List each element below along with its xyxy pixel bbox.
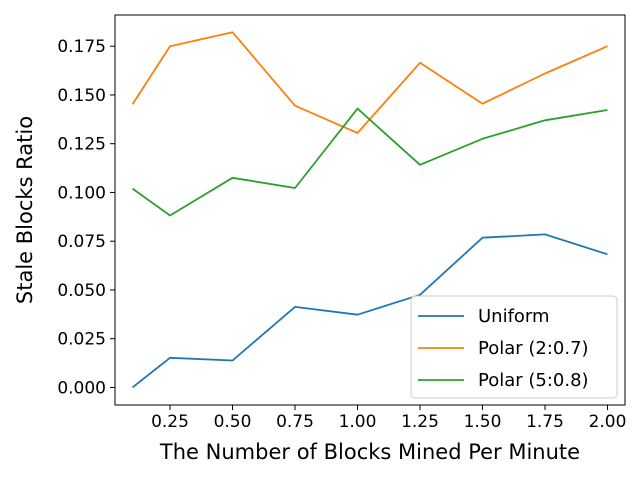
legend: Uniform Polar (2:0.7) Polar (5:0.8) <box>410 295 618 399</box>
y-tick-label: 0.050 <box>57 281 106 301</box>
y-tick-label: 0.025 <box>57 330 106 350</box>
x-tick-label: 1.75 <box>526 412 564 432</box>
y-tick-label: 0.150 <box>57 86 106 106</box>
y-tick-label: 0.175 <box>57 37 106 57</box>
y-axis-label: Stale Blocks Ratio <box>13 116 37 304</box>
x-tick-label: 0.25 <box>151 412 189 432</box>
series-line-1 <box>131 31 608 134</box>
series-layer <box>131 31 608 389</box>
legend-label-2: Polar (5:0.8) <box>478 370 589 391</box>
plot-frame <box>114 14 626 406</box>
x-tick-label: 0.75 <box>276 412 314 432</box>
x-tick-label: 0.50 <box>214 412 252 432</box>
y-tick-label: 0.100 <box>57 183 106 203</box>
series-line-0 <box>131 233 608 389</box>
legend-box <box>410 295 618 399</box>
x-tick-label: 2.00 <box>589 412 627 432</box>
series-line-2 <box>131 107 608 217</box>
x-tick-label: 1.00 <box>339 412 377 432</box>
x-tick-label: 1.25 <box>401 412 439 432</box>
x-axis-ticks: 0.25 0.50 0.75 1.00 1.25 1.50 1.75 2.00 <box>151 405 626 432</box>
y-tick-label: 0.000 <box>57 378 106 398</box>
y-tick-label: 0.125 <box>57 135 106 155</box>
legend-label-1: Polar (2:0.7) <box>478 338 589 359</box>
x-axis-label: The Number of Blocks Mined Per Minute <box>159 440 580 464</box>
x-tick-label: 1.50 <box>464 412 502 432</box>
y-axis-ticks: 0.000 0.025 0.050 0.075 0.100 0.125 0.150 0.175 <box>57 37 115 398</box>
legend-label-0: Uniform <box>478 306 550 327</box>
y-tick-label: 0.075 <box>57 232 106 252</box>
